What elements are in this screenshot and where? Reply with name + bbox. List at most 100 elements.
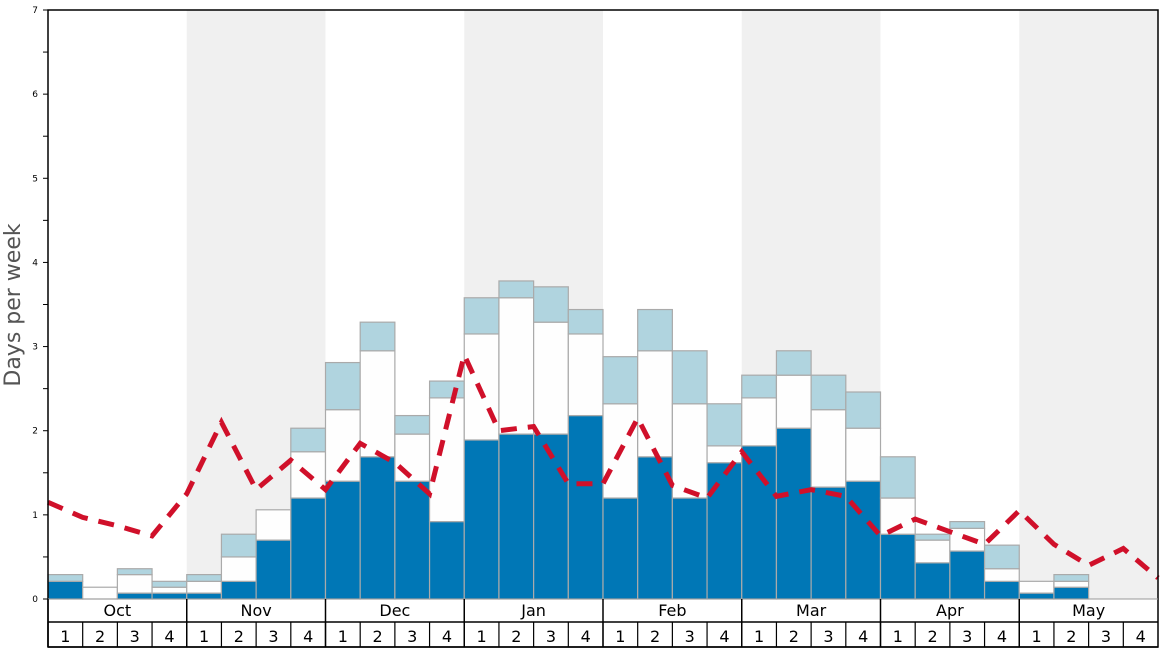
week-label: 2 bbox=[95, 627, 105, 646]
bar-lower bbox=[983, 580, 1020, 600]
bar-lower bbox=[845, 480, 882, 600]
month-label: Dec bbox=[379, 601, 410, 620]
bar-lower bbox=[949, 550, 986, 600]
week-label: 3 bbox=[407, 627, 417, 646]
week-label: 4 bbox=[581, 627, 591, 646]
bar-lower bbox=[255, 539, 292, 600]
week-label: 1 bbox=[893, 627, 903, 646]
y-tick-label: 1 bbox=[32, 511, 38, 521]
month-label: Jan bbox=[520, 601, 546, 620]
bar-upper bbox=[1053, 573, 1090, 582]
bar-upper bbox=[741, 374, 778, 399]
bar-middle bbox=[567, 333, 604, 417]
week-label: 1 bbox=[199, 627, 209, 646]
week-label: 3 bbox=[823, 627, 833, 646]
bar-upper bbox=[394, 414, 431, 435]
week-label: 1 bbox=[615, 627, 625, 646]
bar-middle bbox=[186, 580, 223, 594]
bar-middle bbox=[671, 403, 708, 499]
bar-middle bbox=[533, 321, 569, 435]
bar-middle bbox=[706, 445, 743, 464]
bar-lower bbox=[359, 456, 396, 600]
bar-lower bbox=[602, 497, 639, 600]
week-label: 3 bbox=[685, 627, 695, 646]
bar-lower bbox=[324, 480, 361, 600]
week-label: 2 bbox=[234, 627, 244, 646]
bar-middle bbox=[359, 350, 396, 458]
bar-upper bbox=[671, 350, 708, 405]
bar-upper bbox=[949, 520, 986, 529]
month-label: May bbox=[1072, 601, 1105, 620]
bar-middle bbox=[255, 509, 292, 541]
bar-middle bbox=[637, 350, 673, 458]
bar-lower bbox=[741, 445, 778, 600]
week-label: 3 bbox=[130, 627, 140, 646]
bar-middle bbox=[810, 409, 847, 488]
bar-upper bbox=[810, 374, 847, 411]
week-label: 2 bbox=[650, 627, 660, 646]
bar-upper bbox=[706, 403, 743, 447]
bar-lower bbox=[879, 533, 916, 600]
week-label: 4 bbox=[442, 627, 452, 646]
bar-upper bbox=[914, 533, 951, 541]
bar-upper bbox=[879, 456, 916, 499]
bar-lower bbox=[47, 580, 84, 600]
week-label: 3 bbox=[268, 627, 278, 646]
y-tick-label: 7 bbox=[32, 6, 38, 16]
month-label: Apr bbox=[936, 601, 964, 620]
bar-upper bbox=[983, 544, 1020, 570]
week-label: 1 bbox=[338, 627, 348, 646]
bar-lower bbox=[394, 480, 431, 600]
week-label: 3 bbox=[1101, 627, 1111, 646]
bar-lower bbox=[463, 439, 500, 600]
bar-upper bbox=[359, 321, 396, 352]
bar-lower bbox=[498, 433, 535, 600]
bar-middle bbox=[775, 374, 812, 429]
bar-upper bbox=[463, 297, 500, 335]
week-label: 3 bbox=[546, 627, 556, 646]
week-label: 2 bbox=[927, 627, 937, 646]
week-label: 2 bbox=[511, 627, 521, 646]
bar-upper bbox=[290, 427, 327, 453]
bar-lower bbox=[116, 592, 153, 600]
month-label: Nov bbox=[241, 601, 272, 620]
week-label: 4 bbox=[997, 627, 1007, 646]
bar-middle bbox=[983, 568, 1020, 582]
bar-lower bbox=[810, 486, 847, 600]
week-label: 4 bbox=[303, 627, 313, 646]
week-label: 2 bbox=[789, 627, 799, 646]
bar-lower bbox=[567, 414, 604, 600]
bar-lower bbox=[186, 592, 223, 600]
bar-middle bbox=[220, 556, 257, 582]
week-label: 1 bbox=[60, 627, 70, 646]
bar-upper bbox=[637, 308, 673, 352]
bar-lower bbox=[428, 520, 465, 600]
week-label: 4 bbox=[1136, 627, 1146, 646]
bar-middle bbox=[914, 539, 951, 564]
week-label: 3 bbox=[962, 627, 972, 646]
bar-upper bbox=[220, 533, 257, 558]
bar-upper bbox=[428, 380, 465, 399]
bar-upper bbox=[186, 573, 223, 582]
bar-lower bbox=[1018, 592, 1055, 600]
week-label: 2 bbox=[372, 627, 382, 646]
bar-middle bbox=[741, 397, 778, 447]
bar-middle bbox=[151, 586, 188, 594]
bar-lower bbox=[706, 462, 743, 600]
bar-middle bbox=[1018, 580, 1055, 594]
bar-upper bbox=[533, 286, 569, 323]
bar-lower bbox=[220, 580, 257, 600]
y-tick-label: 2 bbox=[32, 427, 38, 437]
bar-upper bbox=[845, 391, 882, 429]
bar-lower bbox=[671, 497, 708, 600]
bar-middle bbox=[1053, 580, 1090, 588]
y-tick-label: 4 bbox=[32, 258, 38, 268]
bar-upper bbox=[567, 308, 604, 335]
week-label: 1 bbox=[477, 627, 487, 646]
month-shade bbox=[1019, 10, 1158, 599]
y-axis-label: Days per week bbox=[1, 223, 26, 386]
bar-upper bbox=[775, 350, 812, 376]
y-tick-label: 0 bbox=[32, 595, 38, 605]
week-label: 1 bbox=[1032, 627, 1042, 646]
